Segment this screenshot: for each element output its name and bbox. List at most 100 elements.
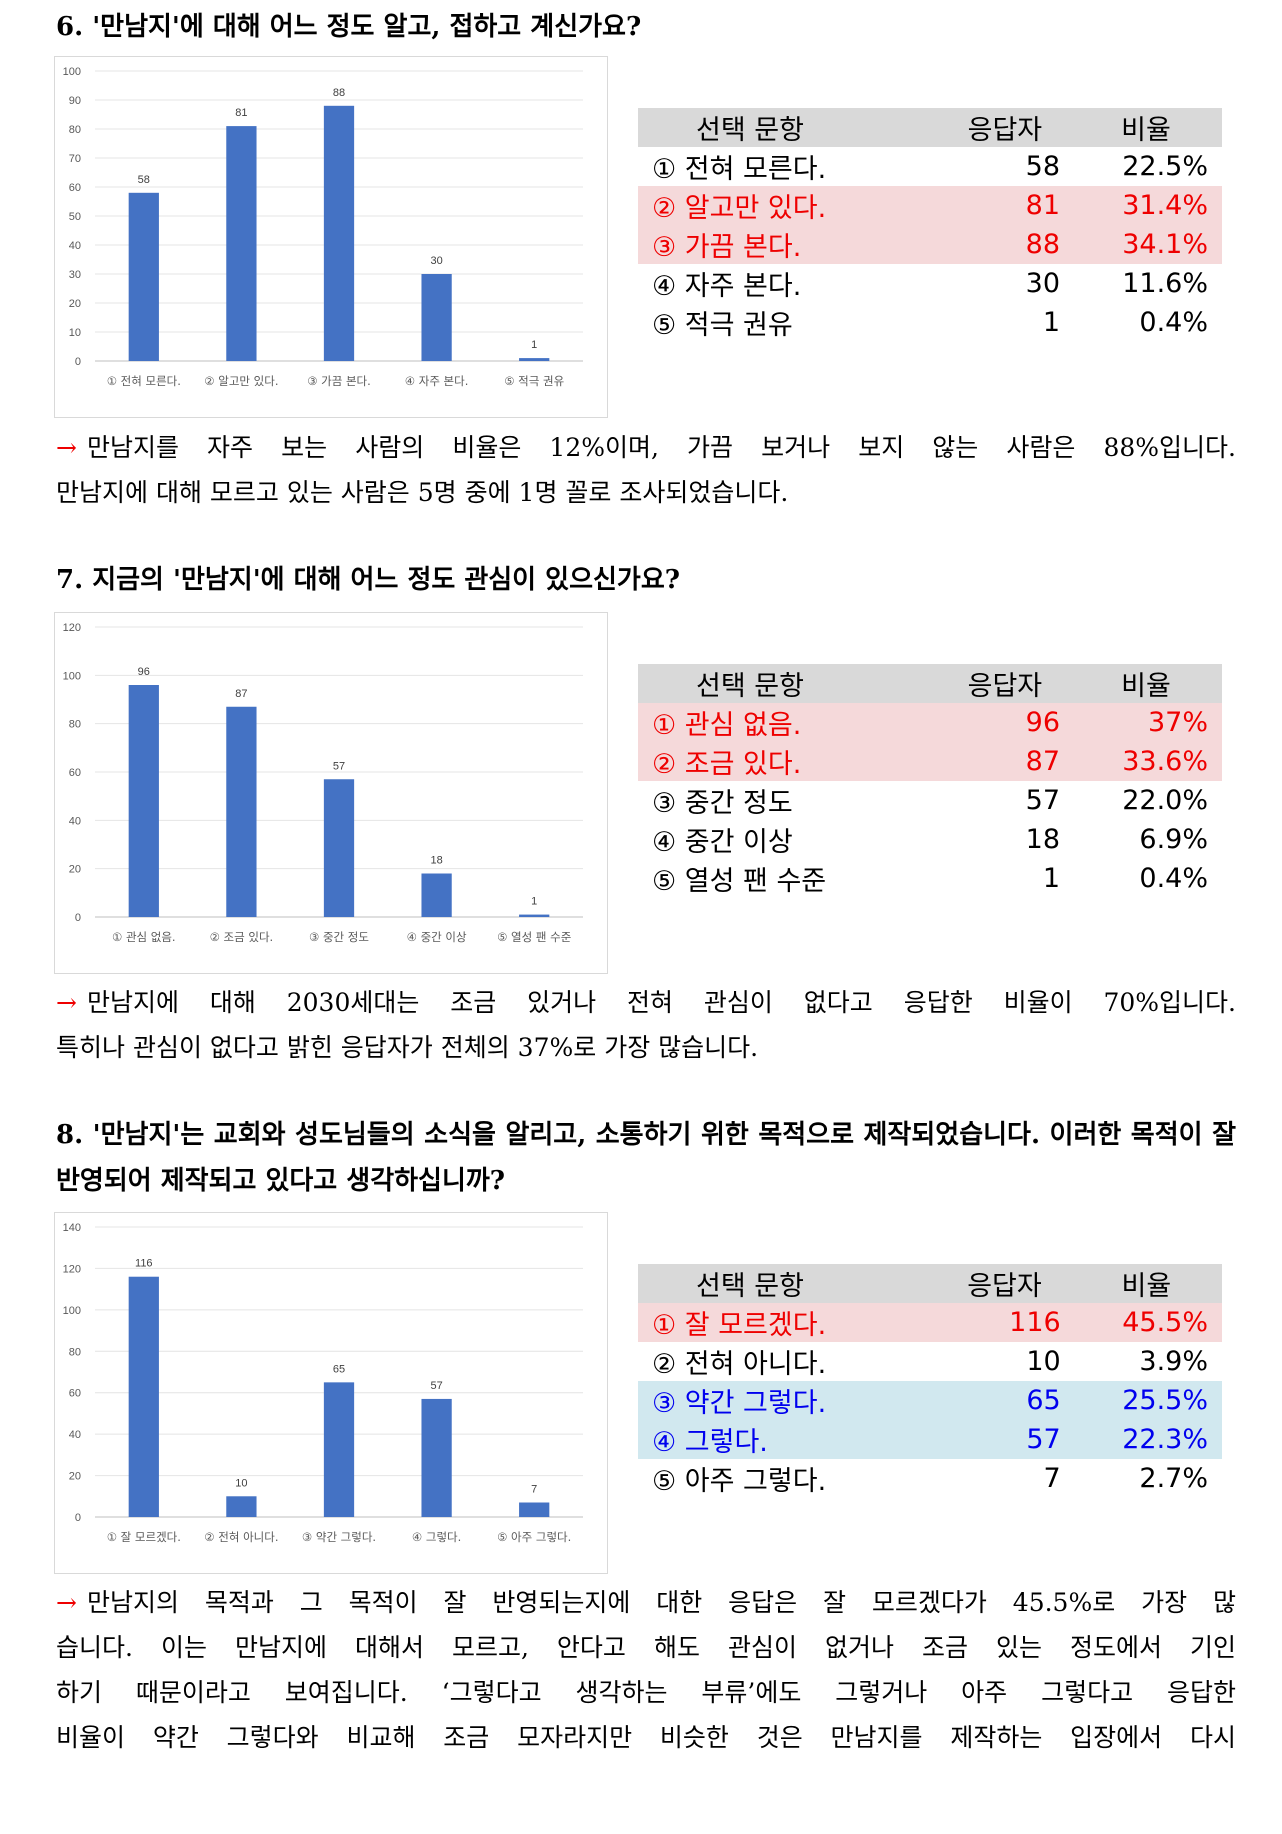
table-row: ② 조금 있다. 87 33.6% [638, 742, 1222, 781]
y-tick-label: 100 [63, 1305, 81, 1317]
y-tick-label: 50 [69, 211, 81, 223]
x-tick-label: ③ 가끔 본다. [307, 374, 371, 388]
note-q8-line4: 비율이 약간 그렇다와 비교해 조금 모자라지만 비슷한 것은 만남지를 제작하… [56, 1723, 1236, 1752]
data-label: 7 [531, 1484, 537, 1496]
y-tick-label: 60 [69, 767, 81, 779]
row-count: 1 [1042, 307, 1060, 338]
y-tick-label: 140 [63, 1222, 81, 1234]
row-count: 10 [1026, 1346, 1061, 1377]
note-q8-line3: 하기 때문이라고 보여집니다. ‘그렇다고 생각하는 부류’에도 그렇거나 아주… [56, 1678, 1236, 1707]
y-tick-label: 70 [69, 153, 81, 165]
row-ratio: 33.6% [1070, 742, 1222, 781]
row-count: 57 [938, 1420, 1071, 1459]
x-tick-label: ① 전혀 모른다. [107, 374, 181, 388]
y-tick-label: 40 [69, 815, 81, 827]
y-tick-label: 80 [69, 124, 81, 136]
table-row: ⑤ 아주 그렇다. 7 2.7% [638, 1459, 1222, 1498]
bar [421, 274, 452, 361]
x-tick-label: ② 알고만 있다. [204, 374, 278, 388]
bar [421, 873, 452, 917]
bar [128, 685, 159, 917]
question-6: 6. '만남지'에 대해 어느 정도 알고, 접하고 계신가요? [56, 12, 642, 42]
y-tick-label: 80 [69, 719, 81, 731]
data-label: 116 [135, 1258, 153, 1270]
y-tick-label: 20 [69, 1471, 81, 1483]
bar [128, 192, 159, 361]
question-7: 7. 지금의 '만남지'에 대해 어느 정도 관심이 있으신가요? [56, 565, 680, 595]
y-tick-label: 60 [69, 182, 81, 194]
note-text: 만남지를 자주 보는 사람의 비율은 12%이며, 가끔 보거나 보지 않는 사… [86, 433, 1236, 462]
header-option: 선택 문항 [638, 1264, 939, 1303]
table-row: ④ 중간 이상 18 6.9% [638, 820, 1222, 859]
table-row: ③ 약간 그렇다. 65 25.5% [638, 1381, 1222, 1420]
y-tick-label: 90 [69, 95, 81, 107]
header-count: 응답자 [939, 108, 1070, 147]
row-count: 81 [939, 186, 1070, 225]
chart-q7: 0 20 40 60 80 100 120 96 ① 관심 없음. 87 ② 조금 있다. 57 ③ 중… [54, 612, 608, 974]
y-tick-label: 20 [69, 864, 81, 876]
row-option: ③ 가끔 본다. [638, 225, 940, 264]
note-text: 만남지의 목적과 그 목적이 잘 반영되는지에 대한 응답은 잘 모르겠다가 4… [86, 1588, 1236, 1617]
row-count: 57 [1025, 785, 1060, 816]
arrow-icon: → [56, 433, 77, 462]
row-count: 88 [939, 225, 1070, 264]
chart-q6: 0 10 20 30 40 50 60 70 80 90 100 58 ① 전혀 모른다. 81 ② 알고만… [54, 56, 608, 418]
row-count: 30 [1025, 268, 1060, 299]
row-ratio: 22.0% [1122, 785, 1208, 816]
note-q7-line2: 특히나 관심이 없다고 밝힌 응답자가 전체의 37%로 가장 많습니다. [56, 1033, 759, 1062]
table-q7: 선택 문항 응답자 비율 ① 관심 없음. 96 37% ② 조금 있다. 87… [638, 664, 1222, 898]
table-row: ⑤ 적극 권유 1 0.4% [638, 303, 1222, 342]
question-8: 8. '만남지'는 교회와 성도님들의 소식을 알리고, 소통하기 위한 목적으… [56, 1120, 1236, 1196]
row-ratio: 34.1% [1070, 225, 1222, 264]
table-row: ① 관심 없음. 96 37% [638, 703, 1222, 742]
table-q6: 선택 문항 응답자 비율 ① 전혀 모른다. 58 22.5% ② 알고만 있다… [638, 108, 1222, 342]
row-ratio: 3.9% [1139, 1346, 1208, 1377]
row-option: ③ 약간 그렇다. [638, 1381, 939, 1420]
row-option: ④ 자주 본다. [652, 271, 802, 302]
data-label: 10 [235, 1477, 247, 1489]
chart-q8: 0 20 40 60 80 100 120 140 116 ① 잘 모르겠다. 10 ② 전혀 아니다… [54, 1212, 608, 1574]
table-header-row: 선택 문항 응답자 비율 [638, 664, 1222, 703]
row-ratio: 0.4% [1139, 307, 1208, 338]
bar [519, 1502, 550, 1517]
table-row: ① 잘 모르겠다. 116 45.5% [638, 1303, 1222, 1342]
x-tick-label: ② 전혀 아니다. [204, 1530, 278, 1544]
row-option: ⑤ 열성 팬 수준 [652, 866, 827, 897]
data-label: 57 [430, 1380, 442, 1392]
row-count: 87 [939, 742, 1070, 781]
data-label: 57 [333, 760, 345, 772]
y-tick-label: 0 [75, 1512, 81, 1524]
row-ratio: 11.6% [1122, 268, 1208, 299]
y-tick-label: 100 [63, 66, 81, 78]
table-row: ③ 중간 정도 57 22.0% [638, 781, 1222, 820]
note-q8-line2: 습니다. 이는 만남지에 대해서 모르고, 안다고 해도 관심이 없거나 조금 … [56, 1633, 1236, 1662]
note-text: 만남지에 대해 2030세대는 조금 있거나 전혀 관심이 없다고 응답한 비율… [86, 988, 1236, 1017]
data-label: 65 [333, 1363, 345, 1375]
bar [519, 914, 550, 917]
row-ratio: 0.4% [1139, 863, 1208, 894]
row-ratio: 45.5% [1070, 1303, 1222, 1342]
y-tick-label: 100 [63, 670, 81, 682]
y-tick-label: 80 [69, 1346, 81, 1358]
bar [226, 126, 257, 361]
header-ratio: 비율 [1070, 1264, 1222, 1303]
bar [421, 1398, 452, 1517]
header-ratio: 비율 [1070, 108, 1222, 147]
row-option: ① 잘 모르겠다. [638, 1303, 939, 1342]
y-tick-label: 30 [69, 269, 81, 281]
bar [128, 1276, 159, 1517]
arrow-icon: → [56, 988, 77, 1017]
row-option: ② 전혀 아니다. [652, 1349, 827, 1380]
bar-chart-q7: 0 20 40 60 80 100 120 96 ① 관심 없음. 87 ② 조금 있다. 57 ③ 중… [63, 622, 583, 944]
y-tick-label: 10 [69, 327, 81, 339]
row-count: 1 [1042, 863, 1060, 894]
header-ratio: 비율 [1070, 664, 1222, 703]
x-tick-label: ① 관심 없음. [112, 930, 176, 944]
row-ratio: 25.5% [1070, 1381, 1222, 1420]
row-count: 65 [938, 1381, 1071, 1420]
row-option: ④ 중간 이상 [652, 827, 793, 858]
x-tick-label: ③ 중간 정도 [309, 930, 369, 944]
x-tick-label: ⑤ 열성 팬 수준 [497, 930, 571, 944]
table-row: ④ 자주 본다. 30 11.6% [638, 264, 1222, 303]
row-option: ④ 그렇다. [638, 1420, 939, 1459]
